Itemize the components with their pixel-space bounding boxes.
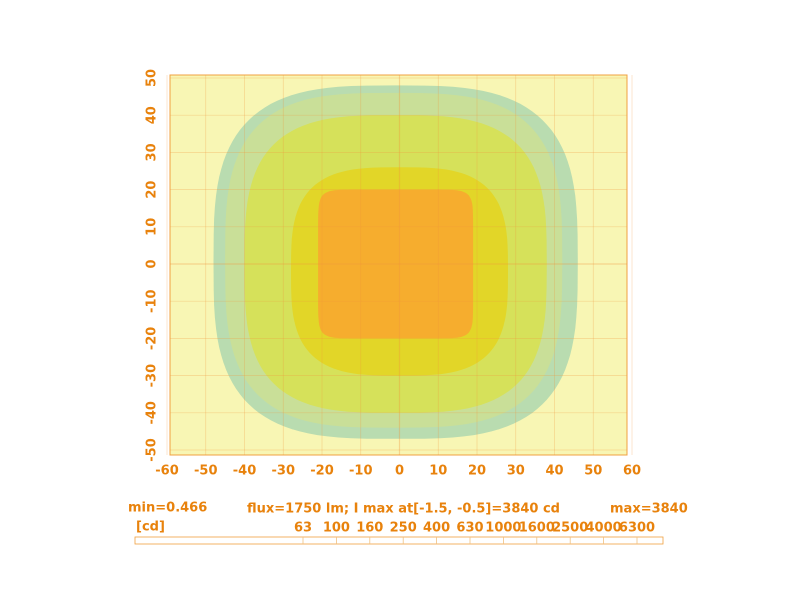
summary: flux=1750 lm; I max at[-1.5, -0.5]=3840 … <box>247 502 560 517</box>
y-tick-label: 0 <box>145 259 160 268</box>
scale-label: 400 <box>423 521 450 536</box>
scale-label: 63 <box>294 521 312 536</box>
scale-label: 1600 <box>519 521 555 536</box>
x-tick-label: -10 <box>349 464 373 479</box>
x-tick-label: -50 <box>194 464 218 479</box>
y-tick-label: 40 <box>145 106 160 124</box>
scale-label: 4000 <box>586 521 622 536</box>
x-tick-label: -30 <box>272 464 296 479</box>
x-tick-label: -20 <box>310 464 334 479</box>
scale-label: 2500 <box>552 521 588 536</box>
x-tick-label: 30 <box>507 464 525 479</box>
y-tick-label: -30 <box>145 364 160 388</box>
y-tick-label: -20 <box>145 327 160 351</box>
x-tick-label: 40 <box>545 464 563 479</box>
y-tick-label: -10 <box>145 289 160 313</box>
y-tick-label: 50 <box>145 69 160 87</box>
min-label: min=0.466 <box>128 501 207 516</box>
scale-label: 250 <box>390 521 417 536</box>
y-tick-label: -40 <box>145 401 160 425</box>
x-tick-label: -60 <box>155 464 179 479</box>
y-tick-label: 20 <box>145 181 160 199</box>
y-tick-label: 10 <box>145 218 160 236</box>
x-tick-label: 60 <box>623 464 641 479</box>
max-label: max=3840 <box>610 502 688 517</box>
x-tick-label: 20 <box>468 464 486 479</box>
x-tick-label: -40 <box>233 464 257 479</box>
y-tick-label: -50 <box>145 438 160 462</box>
scale-label: 100 <box>323 521 350 536</box>
y-tick-label: 30 <box>145 143 160 161</box>
x-tick-label: 50 <box>584 464 602 479</box>
unit-label: [cd] <box>136 520 165 535</box>
scale-label: 160 <box>356 521 383 536</box>
x-tick-label: 0 <box>395 464 404 479</box>
scale-label: 1000 <box>485 521 521 536</box>
contour-region <box>318 189 474 339</box>
scale-label: 630 <box>456 521 483 536</box>
scale-label: 6300 <box>619 521 655 536</box>
color-scale-bar <box>134 536 664 545</box>
x-tick-label: 10 <box>429 464 447 479</box>
